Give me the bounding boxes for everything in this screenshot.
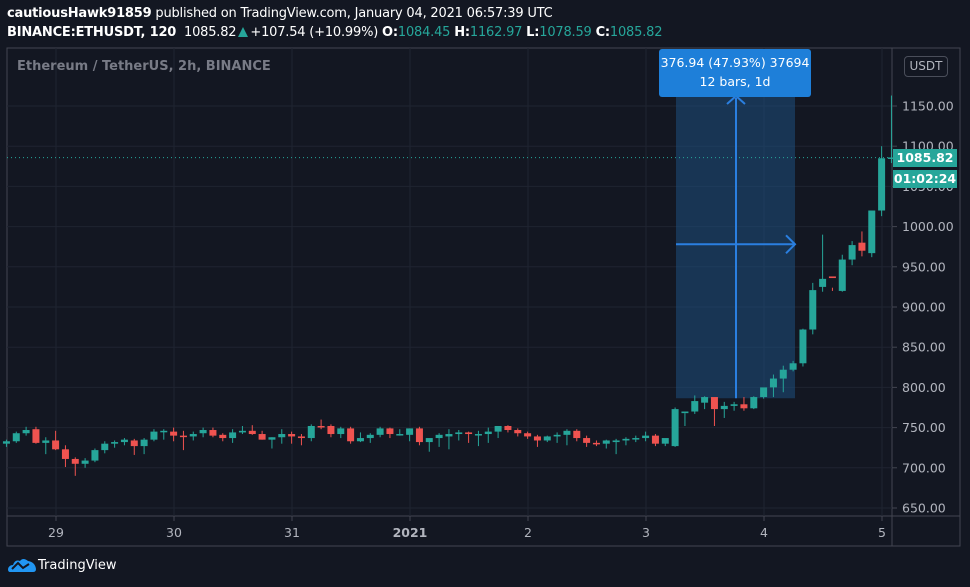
svg-text:31: 31 — [284, 525, 300, 540]
svg-text:850.00: 850.00 — [902, 340, 946, 355]
open-label: O: — [382, 25, 398, 40]
close-value: 1085.82 — [609, 25, 663, 40]
publish-info: cautiousHawk91859 published on TradingVi… — [7, 6, 553, 21]
svg-text:29: 29 — [48, 525, 64, 540]
open-value: 1084.45 — [397, 25, 451, 40]
high-label: H: — [454, 25, 470, 40]
tradingview-logo[interactable]: TradingView — [8, 556, 117, 574]
price-change: +107.54 (+10.99%) — [250, 25, 379, 40]
svg-text:750.00: 750.00 — [902, 420, 946, 435]
svg-text:4: 4 — [760, 525, 768, 540]
high-value: 1162.97 — [469, 25, 523, 40]
currency-button[interactable]: USDT — [904, 56, 948, 77]
symbol-info: BINANCE:ETHUSDT, 120 1085.82 +107.54 (+10… — [7, 25, 662, 40]
tradingview-cloud-icon — [8, 559, 36, 572]
close-label: C: — [595, 25, 611, 40]
last-price: 1085.82 — [184, 25, 237, 40]
low-value: 1078.59 — [539, 25, 592, 40]
svg-text:5: 5 — [878, 525, 886, 540]
brand-name: TradingView — [38, 557, 117, 573]
svg-text:700.00: 700.00 — [902, 460, 946, 475]
low-label: L: — [526, 25, 540, 40]
chart-legend: Ethereum / TetherUS, 2h, BINANCE — [17, 59, 271, 74]
svg-text:950.00: 950.00 — [902, 259, 946, 274]
svg-text:2021: 2021 — [393, 525, 428, 540]
author-name[interactable]: cautiousHawk91859 — [7, 6, 152, 21]
bar-countdown: 01:02:24 — [893, 170, 957, 188]
symbol: BINANCE:ETHUSDT, 120 — [7, 25, 177, 40]
svg-text:1150.00: 1150.00 — [902, 99, 954, 114]
svg-text:2: 2 — [524, 525, 532, 540]
svg-text:900.00: 900.00 — [902, 300, 946, 315]
last-price-tag: 1085.82 — [893, 149, 957, 167]
measure-bars: 12 bars, 1d — [699, 74, 771, 89]
svg-text:1000.00: 1000.00 — [902, 219, 954, 234]
svg-text:650.00: 650.00 — [902, 501, 946, 516]
measure-change: 376.94 (47.93%) 37694 — [660, 55, 810, 70]
up-triangle-icon — [238, 27, 249, 37]
svg-text:800.00: 800.00 — [902, 380, 946, 395]
published-text: published on TradingView.com, January 04… — [155, 6, 553, 21]
measure-tooltip[interactable]: 376.94 (47.93%) 37694 12 bars, 1d — [659, 49, 811, 97]
svg-text:3: 3 — [642, 525, 650, 540]
svg-text:30: 30 — [166, 525, 182, 540]
